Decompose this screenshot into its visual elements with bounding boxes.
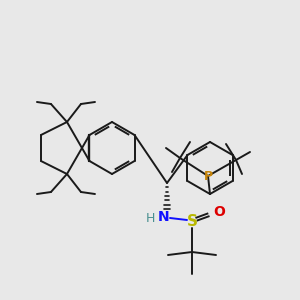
Text: P: P bbox=[203, 169, 213, 182]
Text: S: S bbox=[187, 214, 197, 230]
Text: H: H bbox=[145, 212, 155, 224]
Text: N: N bbox=[158, 210, 170, 224]
Text: O: O bbox=[213, 205, 225, 219]
